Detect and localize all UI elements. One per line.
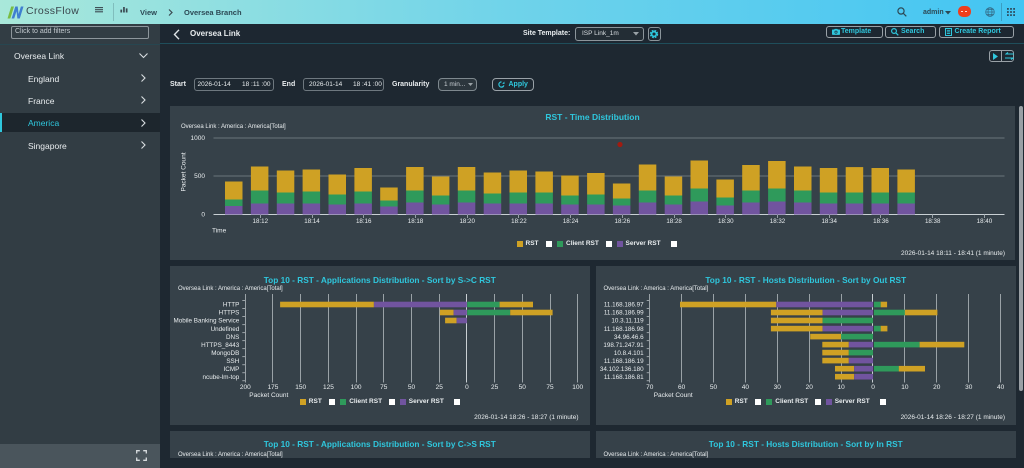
svg-text:HTTP: HTTP	[223, 302, 239, 309]
svg-text:11.168.186.81: 11.168.186.81	[603, 374, 643, 381]
svg-text:DNS: DNS	[226, 334, 239, 341]
svg-text:50: 50	[408, 384, 416, 391]
svg-text:HTTPS: HTTPS	[219, 310, 240, 317]
svg-text:ICMP: ICMP	[224, 366, 240, 373]
svg-text:18:20: 18:20	[459, 218, 475, 225]
svg-text:Time: Time	[212, 228, 227, 235]
svg-text:18:34: 18:34	[821, 218, 837, 225]
svg-text:18:12: 18:12	[253, 218, 269, 225]
svg-text:20: 20	[805, 384, 813, 391]
svg-text:30: 30	[965, 384, 973, 391]
svg-text:70: 70	[646, 384, 654, 391]
svg-text:50: 50	[519, 384, 527, 391]
svg-text:30: 30	[773, 384, 781, 391]
svg-text:18:14: 18:14	[304, 218, 320, 225]
svg-text:34.102.136.180: 34.102.136.180	[599, 366, 643, 373]
svg-text:40: 40	[741, 384, 749, 391]
svg-text:Packet Count: Packet Count	[653, 392, 692, 399]
svg-text:11.168.186.97: 11.168.186.97	[603, 302, 643, 309]
svg-text:18:40: 18:40	[977, 218, 993, 225]
svg-text:10.3.11.119: 10.3.11.119	[611, 318, 644, 325]
svg-text:200: 200	[240, 384, 251, 391]
svg-text:10: 10	[837, 384, 845, 391]
svg-text:18:16: 18:16	[356, 218, 372, 225]
svg-text:40: 40	[996, 384, 1004, 391]
svg-text:60: 60	[677, 384, 685, 391]
svg-text:11.168.186.19: 11.168.186.19	[603, 358, 643, 365]
svg-text:18:28: 18:28	[666, 218, 682, 225]
svg-text:100: 100	[572, 384, 583, 391]
svg-text:0: 0	[871, 384, 875, 391]
svg-text:10.8.4.101: 10.8.4.101	[613, 350, 643, 357]
svg-text:10: 10	[901, 384, 909, 391]
svg-text:0: 0	[465, 384, 469, 391]
svg-text:198.71.247.91: 198.71.247.91	[603, 342, 644, 349]
svg-text:11.168.186.98: 11.168.186.98	[603, 326, 643, 333]
svg-text:125: 125	[323, 384, 334, 391]
svg-text:75: 75	[546, 384, 554, 391]
svg-text:Mobile Banking Service: Mobile Banking Service	[173, 318, 239, 325]
svg-text:18:26: 18:26	[615, 218, 631, 225]
svg-text:HTTPS_8443: HTTPS_8443	[201, 342, 240, 349]
svg-text:18:30: 18:30	[718, 218, 734, 225]
svg-text:11.168.186.99: 11.168.186.99	[603, 310, 643, 317]
svg-text:SSH: SSH	[226, 358, 239, 365]
svg-text:100: 100	[351, 384, 362, 391]
svg-text:150: 150	[295, 384, 306, 391]
svg-text:1000: 1000	[191, 135, 206, 142]
svg-text:34.96.46.6: 34.96.46.6	[613, 334, 643, 341]
svg-text:ncube-lm-top: ncube-lm-top	[203, 374, 240, 381]
svg-text:175: 175	[268, 384, 279, 391]
svg-text:Packet Count: Packet Count	[249, 392, 288, 399]
svg-text:Undefined: Undefined	[211, 326, 240, 333]
svg-text:18:38: 18:38	[925, 218, 941, 225]
svg-text:0: 0	[201, 212, 205, 219]
svg-text:500: 500	[194, 173, 205, 180]
svg-text:18:22: 18:22	[511, 218, 527, 225]
svg-text:18:32: 18:32	[770, 218, 786, 225]
svg-text:18:18: 18:18	[408, 218, 424, 225]
svg-text:75: 75	[380, 384, 388, 391]
svg-text:25: 25	[491, 384, 499, 391]
svg-text:20: 20	[933, 384, 941, 391]
svg-text:50: 50	[709, 384, 717, 391]
svg-text:18:36: 18:36	[873, 218, 889, 225]
svg-text:Packet Count: Packet Count	[181, 152, 188, 191]
svg-text:25: 25	[436, 384, 444, 391]
svg-text:MongoDB: MongoDB	[211, 350, 239, 357]
svg-text:18:24: 18:24	[563, 218, 579, 225]
